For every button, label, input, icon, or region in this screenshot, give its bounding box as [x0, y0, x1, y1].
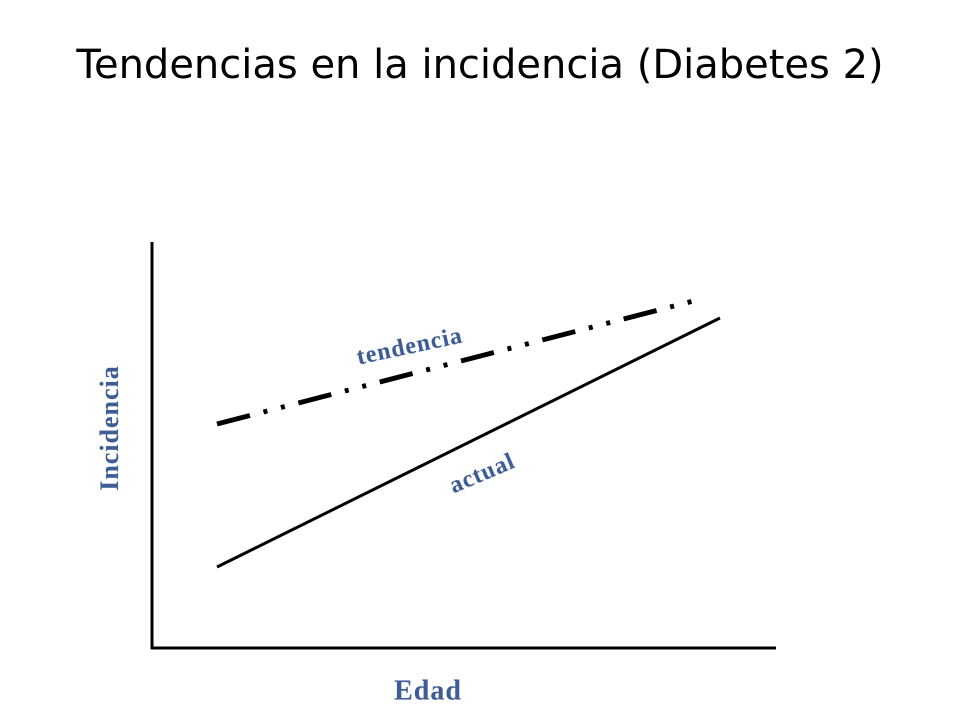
line-label: tendencia — [354, 323, 465, 371]
y-axis-label: Incidencia — [95, 365, 124, 491]
slide-title: Tendencias en la incidencia (Diabetes 2) — [76, 42, 884, 88]
x-axis-label: Edad — [394, 675, 462, 706]
trend-line — [216, 295, 706, 427]
actual-line — [216, 316, 721, 569]
line-label: actual — [446, 448, 519, 499]
